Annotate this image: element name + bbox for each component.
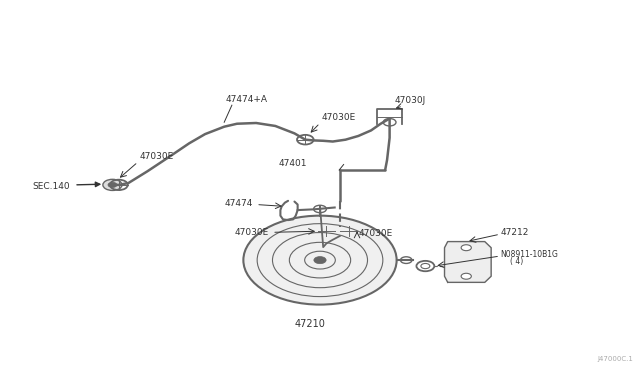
Text: 47030E: 47030E (358, 228, 392, 238)
Text: 47474: 47474 (225, 199, 253, 208)
Text: 47212: 47212 (500, 228, 529, 237)
Circle shape (461, 245, 471, 251)
Text: 47401: 47401 (278, 159, 307, 168)
Text: 47210: 47210 (295, 320, 326, 330)
Text: 47030J: 47030J (395, 96, 426, 105)
Circle shape (103, 179, 122, 190)
Circle shape (461, 273, 471, 279)
Text: N08911-10B1G: N08911-10B1G (500, 250, 559, 259)
Circle shape (314, 257, 326, 264)
Text: 47030E: 47030E (140, 152, 174, 161)
Text: J47000C.1: J47000C.1 (597, 356, 633, 362)
Circle shape (108, 182, 117, 187)
Polygon shape (445, 241, 491, 282)
Text: ( 4): ( 4) (510, 257, 524, 266)
Circle shape (243, 216, 397, 305)
Text: 47030E: 47030E (235, 228, 269, 237)
Text: SEC.140: SEC.140 (32, 182, 70, 190)
Text: 47030E: 47030E (322, 113, 356, 122)
Text: 47474+A: 47474+A (225, 96, 268, 105)
